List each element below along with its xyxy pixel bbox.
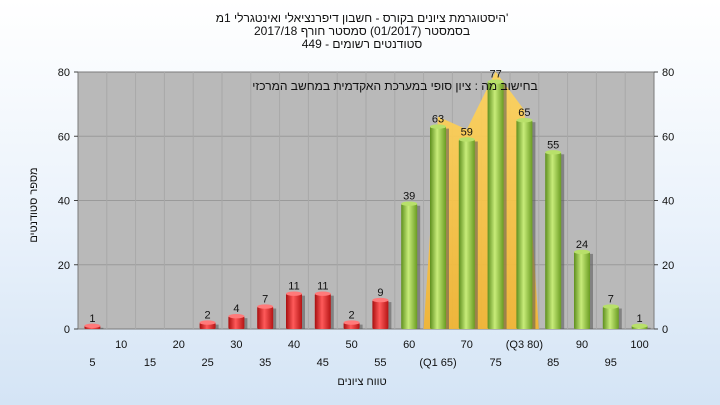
- quartile-band: [423, 71, 539, 329]
- y-tick-label-left-1: 20: [58, 260, 70, 272]
- quartile-band-layer: [423, 71, 539, 329]
- x-tick-label-10: 10: [115, 339, 127, 351]
- x-tick-label-70: 70: [461, 339, 473, 351]
- data-label-90: 24: [576, 239, 588, 251]
- data-label-45: 11: [317, 281, 328, 293]
- title-block: היסטוגרמת ציונים בקורס - חשבון דיפרנציאל…: [216, 11, 508, 51]
- y-tick-label-right-2: 40: [662, 196, 674, 208]
- y-tick-label-right-4: 80: [662, 67, 674, 79]
- x-tick-label-25: 25: [201, 357, 213, 369]
- bar-cap-25: [199, 320, 216, 325]
- bar-70: [458, 139, 475, 329]
- bar-cap-95: [602, 304, 619, 309]
- bar-35: [257, 306, 274, 329]
- data-label-85: 55: [547, 139, 559, 151]
- x-tick-label-40: 40: [288, 339, 300, 351]
- bar-cap-5: [84, 323, 101, 328]
- grid-lines: [78, 72, 654, 329]
- bar-cap-90: [574, 249, 590, 255]
- chart-title-line-3: 449 - סטודנטים רשומים: [302, 37, 423, 51]
- bar-cap-40: [286, 291, 302, 296]
- x-tick-label-20: 20: [173, 339, 185, 351]
- bar-60: [401, 203, 418, 329]
- bar-cap-55: [372, 297, 389, 303]
- data-label-100: 1: [637, 313, 643, 325]
- x-tick-label-80: (Q3 80): [506, 339, 543, 351]
- y-tick-label-left-2: 40: [58, 196, 70, 208]
- y-tick-label-right-0: 0: [662, 324, 668, 336]
- bar-cap-75: [487, 79, 504, 84]
- bar-cap-70: [458, 137, 475, 142]
- data-label-70: 59: [461, 126, 473, 138]
- chart-title-line-1: היסטוגרמת ציונים בקורס - חשבון דיפרנציאל…: [216, 11, 508, 25]
- bar-cap-30: [228, 313, 245, 319]
- data-label-35: 7: [262, 294, 268, 306]
- bar-cap-65: [430, 124, 446, 129]
- bar-80: [516, 120, 533, 329]
- data-label-40: 11: [288, 281, 299, 293]
- x-tick-label-50: 50: [345, 339, 357, 351]
- bar-40: [286, 293, 302, 329]
- x-tick-label-90: 90: [576, 339, 588, 351]
- bar-cap-85: [545, 150, 562, 155]
- data-label-95: 7: [608, 294, 614, 306]
- bar-90: [574, 251, 590, 329]
- data-label-5: 1: [89, 313, 95, 325]
- bar-cap-50: [343, 320, 360, 325]
- bar-30: [228, 316, 245, 329]
- bar-cap-80: [516, 117, 533, 123]
- y-axis-right: 0 20 40 60 80: [654, 67, 674, 336]
- bar-65: [430, 126, 446, 329]
- data-label-50: 2: [349, 310, 355, 322]
- bar-75: [487, 81, 504, 329]
- y-axis-title: מספר סטודנטים: [28, 167, 40, 242]
- x-tick-label-55: 55: [374, 357, 386, 369]
- data-label-25: 2: [205, 310, 211, 322]
- data-label-30: 4: [233, 303, 239, 315]
- data-label-80: 65: [518, 107, 530, 119]
- x-tick-label-45: 45: [317, 357, 329, 369]
- x-axis: 5 10 15 20 25 30 35 40 45 50 55 60 (Q1 65) 70 75 (Q3 80…: [89, 339, 648, 369]
- x-tick-label-65: (Q1 65): [419, 357, 456, 369]
- x-tick-label-35: 35: [259, 357, 271, 369]
- data-label-75: 77: [489, 69, 501, 81]
- x-axis-title: טווח ציונים: [337, 376, 386, 388]
- x-tick-label-85: 85: [547, 357, 559, 369]
- bar-45: [314, 293, 331, 329]
- bar-cap-100: [631, 323, 648, 328]
- x-tick-label-95: 95: [605, 357, 617, 369]
- bar-95: [602, 306, 619, 329]
- y-tick-label-right-1: 20: [662, 260, 674, 272]
- chart-title-line-2: בסמסטר (01/2017) סמסטר חורף 2017/18: [254, 24, 470, 38]
- chart-note: בחישוב מה : ציון סופי במערכת האקדמית במח…: [252, 79, 538, 93]
- x-tick-label-30: 30: [230, 339, 242, 351]
- data-label-55: 9: [377, 287, 383, 299]
- data-label-65: 63: [432, 114, 444, 126]
- x-tick-label-60: 60: [403, 339, 415, 351]
- x-tick-label-100: 100: [630, 339, 648, 351]
- bar-cap-60: [401, 201, 418, 206]
- x-tick-label-15: 15: [144, 357, 156, 369]
- data-label-60: 39: [403, 191, 415, 203]
- bar-85: [545, 152, 562, 329]
- bar-cap-35: [257, 304, 274, 309]
- bar-55: [372, 300, 389, 329]
- y-tick-label-left-3: 60: [58, 131, 70, 143]
- bar-cap-45: [314, 291, 331, 296]
- y-tick-label-left-0: 0: [64, 324, 70, 336]
- x-tick-label-5: 5: [89, 357, 95, 369]
- x-tick-label-75: 75: [489, 357, 501, 369]
- y-axis-left: 0 20 40 60 80: [58, 67, 78, 336]
- y-tick-label-left-4: 80: [58, 67, 70, 79]
- y-tick-label-right-3: 60: [662, 131, 674, 143]
